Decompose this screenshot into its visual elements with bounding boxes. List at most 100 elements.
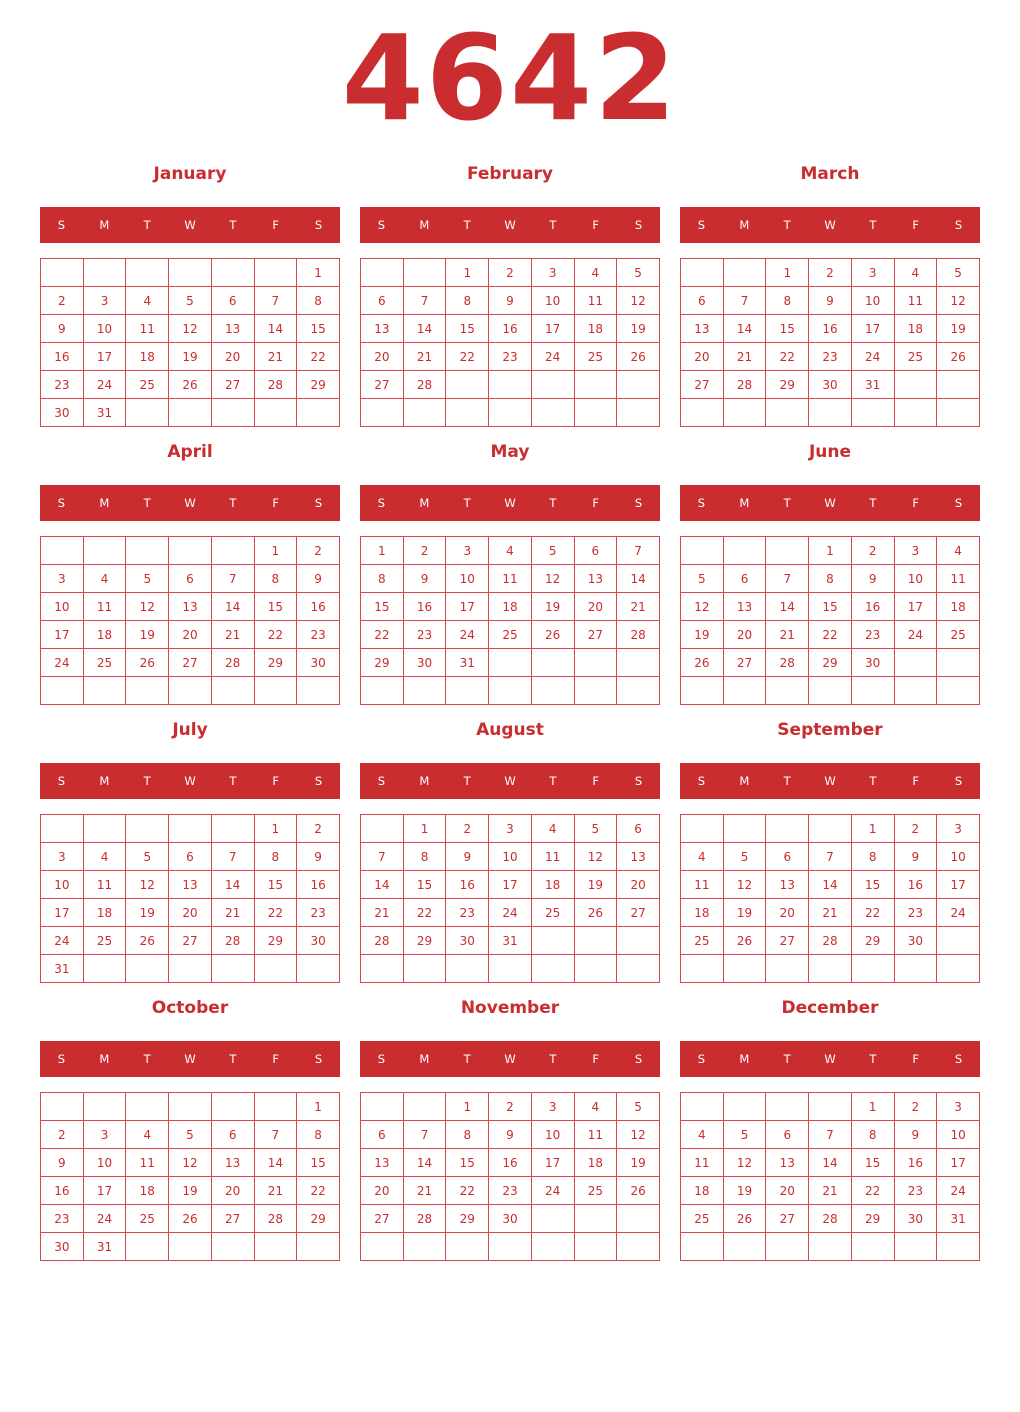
day-cell: 19: [125, 620, 170, 649]
day-cell: 29: [808, 648, 852, 677]
day-cell: [125, 1092, 170, 1121]
week-row: 17 18 19 20 21 22 23: [40, 620, 340, 649]
day-cell: 21: [808, 1176, 852, 1205]
day-cell: [616, 648, 660, 677]
day-cell: 6: [765, 1120, 810, 1149]
day-cell: 15: [402, 870, 447, 899]
week-row: 7 8 9 10 11 12 13: [360, 842, 660, 871]
day-cell: 29: [765, 370, 810, 399]
day-cell: 4: [573, 258, 618, 287]
day-cell: 3: [40, 564, 84, 593]
day-cell: 3: [936, 814, 980, 843]
day-cell: [210, 814, 255, 843]
day-cell: 7: [808, 842, 852, 871]
day-cell: 25: [530, 898, 575, 927]
day-cell: 4: [680, 1120, 724, 1149]
day-cell: 15: [808, 592, 852, 621]
week-row: 4 5 6 7 8 9 10: [680, 1120, 980, 1149]
day-cell: 30: [893, 1204, 938, 1233]
weekday-label: T: [549, 774, 557, 788]
day-cell: [168, 676, 212, 705]
day-cell: [253, 1092, 298, 1121]
week-row: 18 19 20 21 22 23 24: [680, 1176, 980, 1205]
day-cell: 4: [893, 258, 938, 287]
day-cell: [680, 536, 724, 565]
day-cell: 25: [893, 342, 938, 371]
day-cell: 15: [445, 314, 490, 343]
day-cell: 18: [680, 898, 724, 927]
month-title: July: [172, 720, 208, 740]
day-cell: 18: [82, 620, 127, 649]
day-cell: 21: [253, 1176, 298, 1205]
day-cell: 15: [445, 1148, 490, 1177]
month-title: June: [808, 442, 852, 462]
day-cell: 30: [402, 648, 447, 677]
week-row: 24 25 26 27 28 29 30: [40, 926, 340, 955]
week-row: 6 7 8 9 10 11 12: [360, 1120, 660, 1149]
day-cell: 25: [936, 620, 980, 649]
day-cell: 31: [445, 648, 490, 677]
day-cell: 26: [616, 1176, 660, 1205]
day-cell: 20: [210, 1176, 255, 1205]
day-cell: 8: [402, 842, 447, 871]
day-cell: 18: [125, 1176, 170, 1205]
day-cell: 6: [765, 842, 810, 871]
day-cell: [616, 398, 660, 427]
day-cell: [360, 258, 404, 287]
weekday-label: T: [229, 496, 237, 510]
day-cell: [253, 954, 298, 983]
day-cell: 21: [402, 1176, 447, 1205]
day-cell: 11: [893, 286, 938, 315]
day-cell: 10: [530, 286, 575, 315]
day-cell: 14: [808, 870, 852, 899]
day-cell: 18: [488, 592, 532, 621]
day-grid: 1 2 3 4 5 6 7 8 9 10 11 12 13 14 15 16 17 18 19 20 21 22 23 24 2…: [680, 258, 980, 427]
weekday-label: S: [314, 218, 323, 232]
weekday-label: T: [783, 1052, 791, 1066]
weekday-label: T: [229, 218, 237, 232]
day-cell: 8: [360, 564, 404, 593]
week-row: 6 7 8 9 10 11 12: [360, 286, 660, 315]
day-cell: 18: [680, 1176, 724, 1205]
day-cell: [168, 536, 212, 565]
day-cell: 17: [82, 1176, 127, 1205]
day-cell: 24: [40, 648, 84, 677]
day-cell: 10: [82, 314, 127, 343]
weekday-label: T: [143, 496, 151, 510]
day-cell: 12: [722, 1148, 767, 1177]
day-cell: 6: [573, 536, 618, 565]
day-cell: [40, 676, 84, 705]
day-cell: 6: [168, 842, 212, 871]
month-title: March: [800, 164, 860, 184]
day-cell: 5: [616, 1092, 660, 1121]
day-cell: 13: [360, 1148, 404, 1177]
day-cell: 7: [253, 1120, 298, 1149]
day-cell: 18: [893, 314, 938, 343]
weekday-label: F: [592, 1052, 600, 1066]
day-cell: [253, 676, 298, 705]
day-cell: [936, 676, 980, 705]
week-row: 24 25 26 27 28 29 30: [40, 648, 340, 677]
day-cell: [445, 954, 490, 983]
day-cell: 21: [360, 898, 404, 927]
day-cell: 21: [616, 592, 660, 621]
day-cell: 20: [210, 342, 255, 371]
day-cell: 23: [296, 620, 340, 649]
week-row: 17 18 19 20 21 22 23: [40, 898, 340, 927]
day-cell: [765, 536, 810, 565]
day-cell: 23: [296, 898, 340, 927]
day-cell: 31: [488, 926, 532, 955]
day-cell: [850, 1232, 895, 1261]
day-cell: 29: [253, 648, 298, 677]
day-cell: 12: [573, 842, 618, 871]
day-cell: 11: [936, 564, 980, 593]
day-cell: [125, 1232, 170, 1261]
day-cell: [680, 258, 724, 287]
day-cell: 13: [680, 314, 724, 343]
day-cell: 13: [168, 592, 212, 621]
day-cell: 11: [125, 1148, 170, 1177]
weekday-label: W: [184, 1052, 196, 1066]
weekday-label: S: [377, 218, 386, 232]
